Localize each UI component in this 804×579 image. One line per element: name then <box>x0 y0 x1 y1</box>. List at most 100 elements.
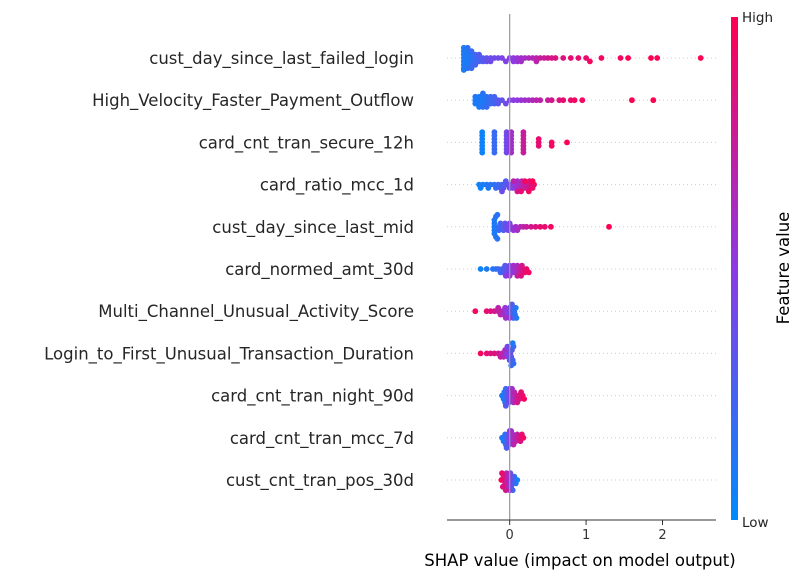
shap-point <box>532 223 539 230</box>
shap-point <box>499 470 505 477</box>
feature-label: card_ratio_mcc_1d <box>260 176 414 196</box>
shap-point <box>480 90 486 97</box>
x-tick-label: 2 <box>658 528 666 543</box>
shap-point <box>510 262 517 269</box>
feature-label: Multi_Channel_Unusual_Activity_Score <box>98 302 414 322</box>
shap-point <box>499 188 505 195</box>
shap-point <box>560 97 567 104</box>
shap-point <box>571 97 578 104</box>
shap-point <box>537 97 544 104</box>
shap-point <box>510 441 517 448</box>
shap-point <box>495 100 502 107</box>
shap-point <box>521 396 528 402</box>
shap-point <box>504 343 511 350</box>
shap-point <box>479 149 486 156</box>
shap-point <box>606 223 612 230</box>
shap-point <box>525 269 532 276</box>
shap-point <box>650 97 657 104</box>
shap-point <box>520 149 527 156</box>
shap-point <box>502 58 509 65</box>
shap-point <box>472 61 479 68</box>
shap-point <box>502 315 509 321</box>
shap-point <box>648 55 654 61</box>
shap-point <box>522 178 528 185</box>
x-axis-title: SHAP value (impact on model output) <box>424 551 735 570</box>
shap-point <box>564 139 570 146</box>
shap-point <box>494 211 501 218</box>
shap-point <box>502 100 509 107</box>
shap-point <box>502 402 509 409</box>
shap-point <box>654 55 661 61</box>
shap-point <box>503 149 510 156</box>
shap-point <box>529 178 536 185</box>
shap-point <box>495 304 502 311</box>
shap-point <box>560 55 567 61</box>
shap-point <box>579 97 586 104</box>
shap-point <box>548 223 554 230</box>
shap-point <box>629 97 635 104</box>
shap-point <box>464 44 471 51</box>
shap-point <box>537 223 544 230</box>
shap-point <box>498 477 505 483</box>
shap-point <box>477 266 484 272</box>
shap-point <box>477 350 484 357</box>
shap-point <box>502 487 509 494</box>
shap-point <box>535 136 542 142</box>
shap-point <box>483 266 490 272</box>
shap-point <box>491 149 498 156</box>
shap-point <box>503 445 510 451</box>
shap-point <box>528 223 534 230</box>
shap-point <box>491 93 498 100</box>
shap-point <box>548 97 555 104</box>
shap-point <box>499 55 505 61</box>
x-axis-ticks: 0 1 2 <box>506 520 667 543</box>
shap-point <box>587 58 593 65</box>
shap-point <box>509 301 515 308</box>
feature-label: card_cnt_tran_mcc_7d <box>230 429 414 449</box>
shap-point <box>523 223 530 230</box>
colorbar <box>731 17 738 520</box>
feature-label: cust_cnt_tran_pos_30d <box>226 471 414 491</box>
shap-point <box>510 178 517 185</box>
shap-point <box>479 129 486 136</box>
shap-point <box>598 55 605 61</box>
shap-point <box>548 142 555 149</box>
shap-point <box>468 65 475 72</box>
shap-point <box>518 58 524 65</box>
shap-point <box>509 340 516 347</box>
shap-point <box>499 97 505 104</box>
shap-point <box>617 55 624 61</box>
x-tick-label: 0 <box>506 528 514 543</box>
shap-point <box>476 51 482 58</box>
feature-label: High_Velocity_Faster_Payment_Outflow <box>92 91 414 111</box>
feature-label: card_normed_amt_30d <box>225 260 414 280</box>
shap-point <box>583 55 589 61</box>
shap-point <box>494 235 501 242</box>
shap-point <box>502 272 509 279</box>
shap-point <box>518 272 524 279</box>
feature-label: cust_day_since_last_mid <box>212 218 414 238</box>
shap-point <box>487 58 494 65</box>
shap-point <box>697 55 704 61</box>
shap-point <box>520 129 527 136</box>
shap-point <box>514 399 521 406</box>
shap-point <box>491 129 498 136</box>
shap-point <box>468 48 475 55</box>
colorbar-high-label: High <box>742 10 773 26</box>
shap-point <box>512 304 519 311</box>
shap-point <box>483 104 490 110</box>
shap-point <box>625 55 631 61</box>
points-layer <box>460 44 704 494</box>
shap-point <box>518 188 524 195</box>
shap-point <box>533 58 540 65</box>
feature-label: card_cnt_tran_secure_12h <box>199 133 414 153</box>
feature-labels: cust_day_since_last_failed_login High_Vel… <box>44 49 414 491</box>
feature-label: Login_to_First_Unusual_Transaction_Durat… <box>44 344 414 364</box>
shap-point <box>575 55 582 61</box>
shap-point <box>472 308 479 315</box>
shap-point <box>541 223 548 230</box>
shap-point <box>567 55 574 61</box>
shap-point <box>535 142 542 149</box>
feature-label: card_cnt_tran_night_90d <box>211 387 414 407</box>
